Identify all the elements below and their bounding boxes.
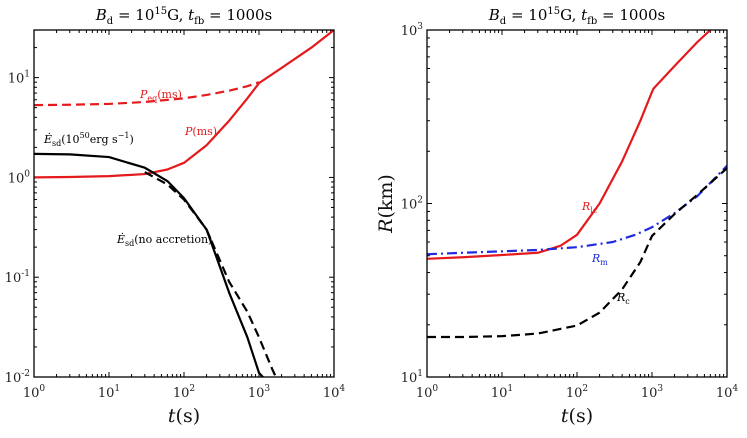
axes-frame bbox=[33, 29, 335, 378]
series-label-1: Rlc bbox=[581, 200, 598, 215]
axes-frame bbox=[426, 29, 728, 378]
series-group bbox=[427, 30, 727, 339]
y-tick-label: 102 bbox=[401, 196, 423, 213]
chart-title: Bd = 1015G, tfb = 1000s bbox=[488, 6, 665, 27]
x-tick-label: 102 bbox=[173, 384, 195, 401]
x-tick-label: 102 bbox=[566, 384, 588, 401]
chart-panel-1: Bd = 1015G, tfb = 1000s 100 101 102 103 104 10… bbox=[5, 6, 346, 427]
y-tick-label: 10-2 bbox=[5, 369, 30, 386]
x-axis-label: t(s) bbox=[561, 405, 593, 427]
x-tick-label: 104 bbox=[716, 384, 739, 401]
series-line-2 bbox=[34, 30, 334, 179]
series-group bbox=[34, 30, 334, 377]
series-line-1 bbox=[34, 81, 260, 107]
chart-title: Bd = 1015G, tfb = 1000s bbox=[95, 6, 272, 27]
y-tick-label: 101 bbox=[8, 70, 30, 87]
series-label-4: Ėsd(no accretion) bbox=[116, 232, 212, 248]
x-tick-label: 100 bbox=[23, 384, 46, 401]
y-tick-label: 10-1 bbox=[5, 269, 30, 286]
series-line-3 bbox=[34, 152, 265, 377]
x-tick-label: 104 bbox=[323, 384, 346, 401]
x-tick-label: 101 bbox=[491, 384, 513, 401]
y-tick-label: 103 bbox=[401, 22, 424, 39]
series-label-1: Peq(ms) bbox=[139, 88, 182, 103]
x-tick-label: 103 bbox=[641, 384, 664, 401]
series-label-2: P(ms) bbox=[184, 125, 217, 138]
x-tick-label: 103 bbox=[248, 384, 271, 401]
y-tick-label: 101 bbox=[401, 369, 423, 386]
y-axis-label: R(km) bbox=[375, 174, 397, 234]
series-label-3: Rc bbox=[616, 291, 630, 306]
series-label-2: Rm bbox=[591, 252, 608, 267]
series-label-3: Ėsd(1050erg s−1) bbox=[43, 131, 134, 148]
x-tick-label: 100 bbox=[416, 384, 439, 401]
series-line-2 bbox=[427, 165, 727, 256]
x-tick-label: 101 bbox=[98, 384, 120, 401]
x-axis-label: t(s) bbox=[168, 405, 200, 427]
y-tick-label: 100 bbox=[8, 169, 31, 186]
series-line-4 bbox=[144, 171, 278, 377]
series-line-1 bbox=[427, 30, 712, 260]
